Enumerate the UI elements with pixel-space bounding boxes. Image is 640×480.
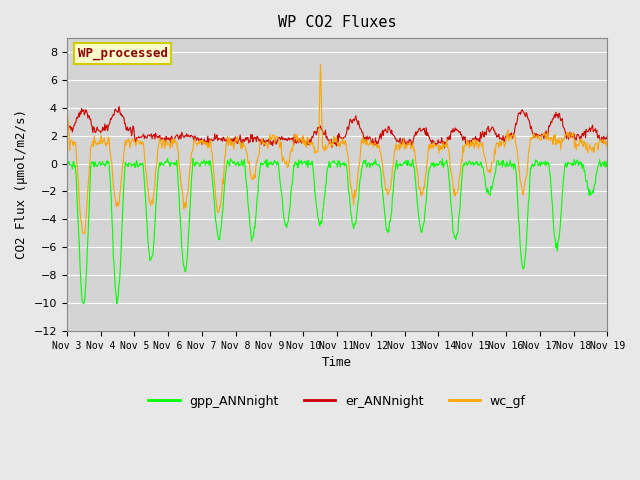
- gpp_ANNnight: [164, 156, 172, 161]
- er_ANNnight: [274, 137, 282, 143]
- er_ANNnight: [63, 124, 70, 130]
- wc_gf: [394, 143, 402, 148]
- Line: er_ANNnight: er_ANNnight: [67, 107, 607, 148]
- er_ANNnight: [115, 104, 123, 109]
- gpp_ANNnight: [127, 161, 135, 167]
- Text: WP_processed: WP_processed: [77, 47, 168, 60]
- er_ANNnight: [127, 128, 135, 134]
- wc_gf: [317, 61, 324, 67]
- wc_gf: [127, 139, 135, 145]
- er_ANNnight: [441, 145, 449, 151]
- Title: WP CO2 Fluxes: WP CO2 Fluxes: [278, 15, 396, 30]
- gpp_ANNnight: [604, 161, 611, 167]
- gpp_ANNnight: [254, 192, 262, 198]
- wc_gf: [227, 143, 234, 148]
- wc_gf: [604, 143, 611, 149]
- er_ANNnight: [424, 130, 431, 136]
- gpp_ANNnight: [275, 160, 282, 166]
- er_ANNnight: [227, 140, 234, 145]
- gpp_ANNnight: [394, 162, 402, 168]
- er_ANNnight: [604, 132, 611, 138]
- wc_gf: [81, 231, 88, 237]
- wc_gf: [63, 105, 70, 111]
- gpp_ANNnight: [80, 301, 88, 307]
- wc_gf: [253, 159, 261, 165]
- X-axis label: Time: Time: [322, 356, 352, 369]
- Legend: gpp_ANNnight, er_ANNnight, wc_gf: gpp_ANNnight, er_ANNnight, wc_gf: [143, 390, 531, 413]
- Y-axis label: CO2 Flux (μmol/m2/s): CO2 Flux (μmol/m2/s): [15, 109, 28, 260]
- gpp_ANNnight: [227, 157, 235, 163]
- gpp_ANNnight: [424, 170, 432, 176]
- er_ANNnight: [394, 137, 401, 143]
- wc_gf: [274, 134, 282, 140]
- er_ANNnight: [253, 133, 261, 139]
- Line: wc_gf: wc_gf: [67, 64, 607, 234]
- Line: gpp_ANNnight: gpp_ANNnight: [67, 158, 607, 304]
- gpp_ANNnight: [63, 163, 70, 169]
- wc_gf: [424, 145, 432, 151]
